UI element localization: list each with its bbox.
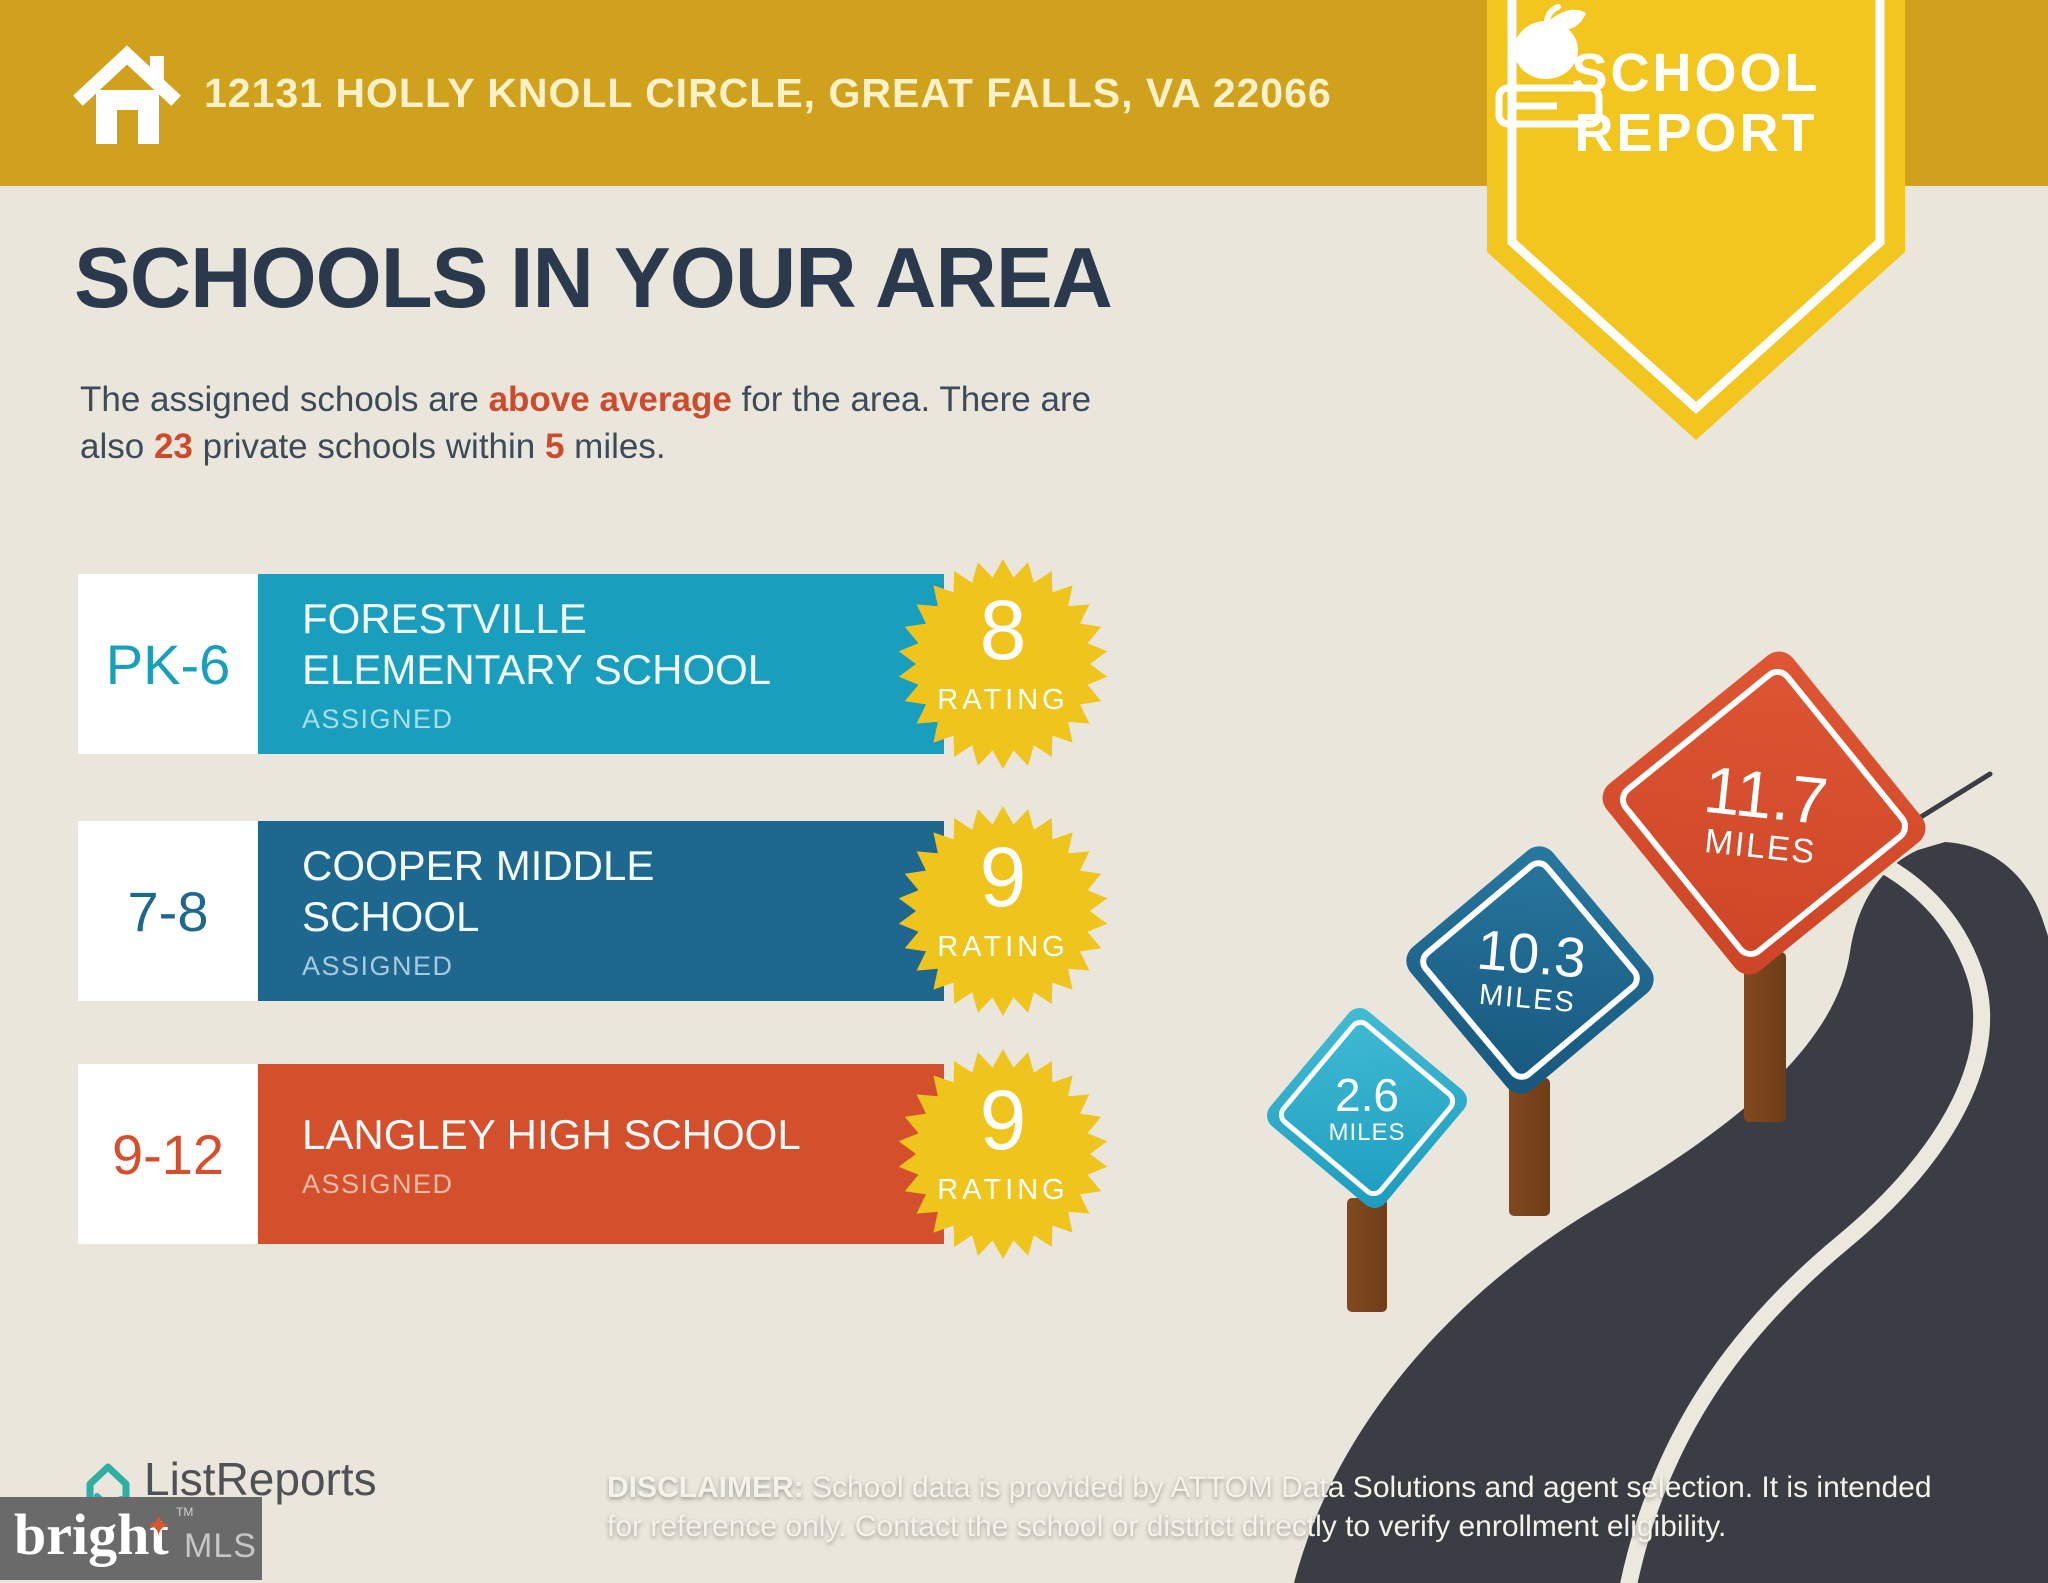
school-name-line1: LANGLEY HIGH SCHOOL [302, 1110, 801, 1158]
rating-value: 8 [980, 583, 1027, 677]
sign-distance: 10.3 [1474, 917, 1589, 991]
rating-starburst: 9 RATING [898, 806, 1108, 1016]
home-icon [73, 45, 181, 144]
grade-range-badge: 9-12 [78, 1064, 258, 1244]
sign-distance: 2.6 [1335, 1069, 1399, 1122]
road-center-line [1620, 850, 1991, 1583]
school-bar: FORESTVILLE ELEMENTARY SCHOOL ASSIGNED [258, 574, 944, 754]
rating-value: 9 [980, 830, 1027, 924]
bright-wordmark: bright [14, 1502, 169, 1567]
grade-range-badge: 7-8 [78, 821, 258, 1001]
property-address: 12131 HOLLY KNOLL CIRCLE, GREAT FALLS, V… [204, 69, 1332, 116]
rating-starburst: 8 RATING [898, 559, 1108, 769]
listreports-wordmark: ListReports [144, 1453, 377, 1505]
school-status: ASSIGNED [302, 1168, 454, 1199]
bright-star-icon: ✦ [146, 1510, 172, 1543]
subtitle-text: private schools within [192, 427, 545, 466]
sign-post-2-6 [1347, 1198, 1387, 1312]
subtitle-text: also [80, 427, 154, 466]
subtitle-text: for the area. There are [731, 380, 1092, 419]
school-bar: LANGLEY HIGH SCHOOL ASSIGNED [258, 1064, 944, 1244]
school-report-badge: SCHOOL REPORT [1487, 0, 1905, 445]
school-name-line2: SCHOOL [302, 893, 480, 940]
school-row-high: 9-12 LANGLEY HIGH SCHOOL ASSIGNED 9 RATI… [78, 1049, 1108, 1259]
school-bar: COOPER MIDDLE SCHOOL ASSIGNED [258, 821, 944, 1001]
sign-post-10-3 [1509, 1078, 1550, 1216]
school-row-elementary: PK-6 FORESTVILLE ELEMENTARY SCHOOL ASSIG… [78, 559, 1108, 769]
school-status: ASSIGNED [302, 704, 454, 734]
rating-label: RATING [937, 931, 1068, 963]
sign-unit: MILES [1328, 1118, 1406, 1146]
badge-pennant [1487, 0, 1905, 440]
school-status: ASSIGNED [302, 951, 454, 981]
subtitle-text: The assigned schools are [80, 380, 489, 419]
book-icon [1495, 84, 1603, 128]
page-title: SCHOOLS IN YOUR AREA [74, 231, 1113, 326]
rating-label: RATING [937, 684, 1068, 716]
subtitle-text: miles. [564, 427, 666, 466]
rating-label: RATING [937, 1174, 1068, 1206]
badge-title-line2: REPORT [1574, 103, 1818, 163]
school-name-line2: ELEMENTARY SCHOOL [302, 646, 772, 693]
sign-unit: MILES [1477, 978, 1578, 1020]
subtitle: The assigned schools are above average f… [80, 376, 1091, 470]
badge-inner-outline [1507, 0, 1885, 415]
school-name-line1: FORESTVILLE [302, 595, 587, 642]
sign-post-11-7 [1744, 952, 1786, 1122]
subtitle-highlight-above-average: above average [488, 380, 732, 419]
mls-wordmark: MLS [184, 1527, 257, 1565]
apple-icon [1514, 4, 1586, 79]
rating-value: 9 [980, 1073, 1027, 1167]
subtitle-private-school-count: 23 [153, 427, 193, 466]
trademark-symbol: TM [176, 1505, 194, 1519]
badge-title-line1: SCHOOL [1571, 43, 1821, 103]
disclaimer-label: DISCLAIMER: [607, 1471, 804, 1504]
disclaimer-text: DISCLAIMER: School data is provided by A… [607, 1471, 1932, 1543]
school-name-line1: COOPER MIDDLE [302, 842, 655, 889]
grade-range-badge: PK-6 [78, 574, 258, 754]
bright-mls-logo: bright ✦ TM MLS [0, 1497, 262, 1580]
rating-starburst: 9 RATING [898, 1049, 1108, 1259]
road-surface [1294, 842, 2048, 1583]
school-row-middle: 7-8 COOPER MIDDLE SCHOOL ASSIGNED 9 RATI… [78, 806, 1108, 1016]
subtitle-radius-miles: 5 [544, 427, 565, 466]
